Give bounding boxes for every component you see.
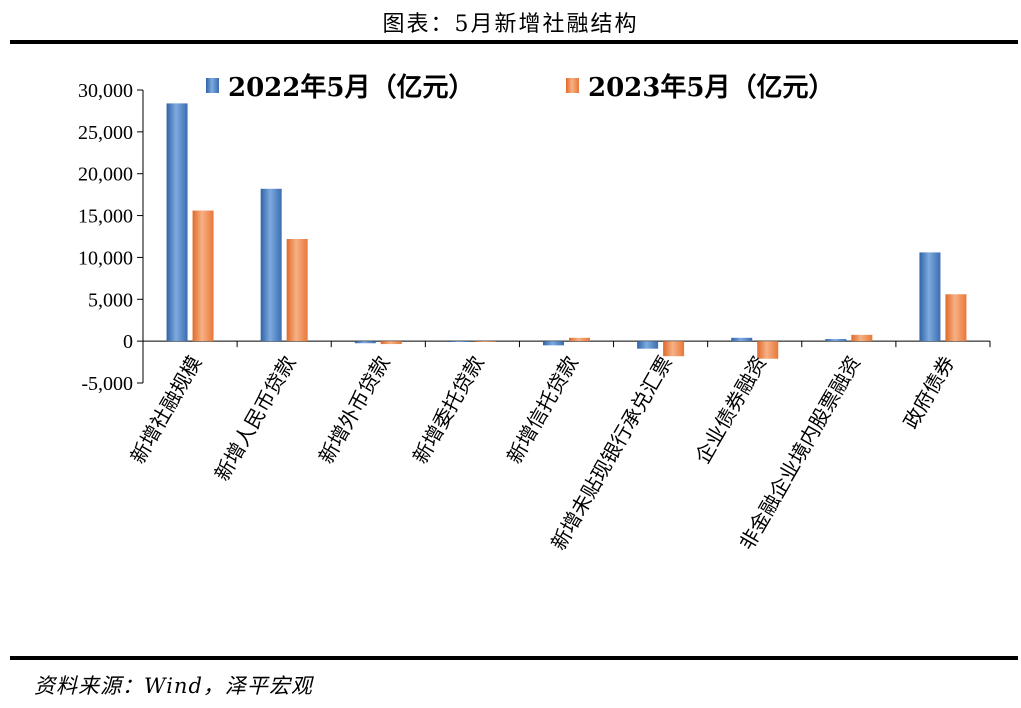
category-label: 新增信托贷款 xyxy=(502,352,583,468)
y-tick-label: -5,000 xyxy=(81,373,133,395)
category-label: 新增社融规模 xyxy=(126,352,207,468)
bar-chart: 30,000 25,000 20,000 15,000 10,000 5,000 0 -5,0… xyxy=(78,72,991,554)
y-tick-label: 5,000 xyxy=(88,289,133,311)
category-label: 新增外币贷款 xyxy=(314,352,395,468)
bar-2023 xyxy=(945,294,967,342)
bar-2022 xyxy=(825,339,847,342)
bar-2022 xyxy=(354,341,376,344)
bar-2022 xyxy=(448,341,470,342)
top-divider xyxy=(10,40,1018,44)
bar-2023 xyxy=(663,341,685,357)
bar-2022 xyxy=(637,341,659,349)
bar-2023 xyxy=(757,341,779,359)
category-label: 新增委托贷款 xyxy=(408,352,489,468)
category-label: 政府债券 xyxy=(898,352,959,433)
legend-label-2023: 2023年5月（亿元） xyxy=(588,72,834,103)
page-title: 图表：5月新增社融结构 xyxy=(382,12,639,37)
bar-2023 xyxy=(569,337,590,342)
bar-2023 xyxy=(851,334,873,342)
bar-2022 xyxy=(731,337,753,342)
bar-2023 xyxy=(380,341,402,345)
bar-2022 xyxy=(919,252,941,342)
bar-2023 xyxy=(474,341,496,342)
bar-2022 xyxy=(543,341,564,346)
legend-label-2022: 2022年5月（亿元） xyxy=(228,72,474,103)
y-tick-label: 10,000 xyxy=(78,247,133,269)
category-label: 新增人民币贷款 xyxy=(210,352,301,485)
category-label: 企业债券融资 xyxy=(690,352,771,468)
y-tick-label: 20,000 xyxy=(78,164,133,186)
bar-2023 xyxy=(286,239,308,342)
y-tick-label: 25,000 xyxy=(78,122,133,144)
source-note: 资料来源：Wind，泽平宏观 xyxy=(34,674,313,698)
y-tick-label: 15,000 xyxy=(78,206,133,228)
y-tick-label: 30,000 xyxy=(78,80,133,102)
bar-2022 xyxy=(166,103,188,342)
bottom-divider xyxy=(10,656,1018,660)
bar-2022 xyxy=(260,188,282,342)
legend-swatch-2023 xyxy=(566,78,579,93)
legend-swatch-2022 xyxy=(206,78,219,93)
bar-2023 xyxy=(192,210,214,342)
y-tick-label: 0 xyxy=(123,331,133,353)
